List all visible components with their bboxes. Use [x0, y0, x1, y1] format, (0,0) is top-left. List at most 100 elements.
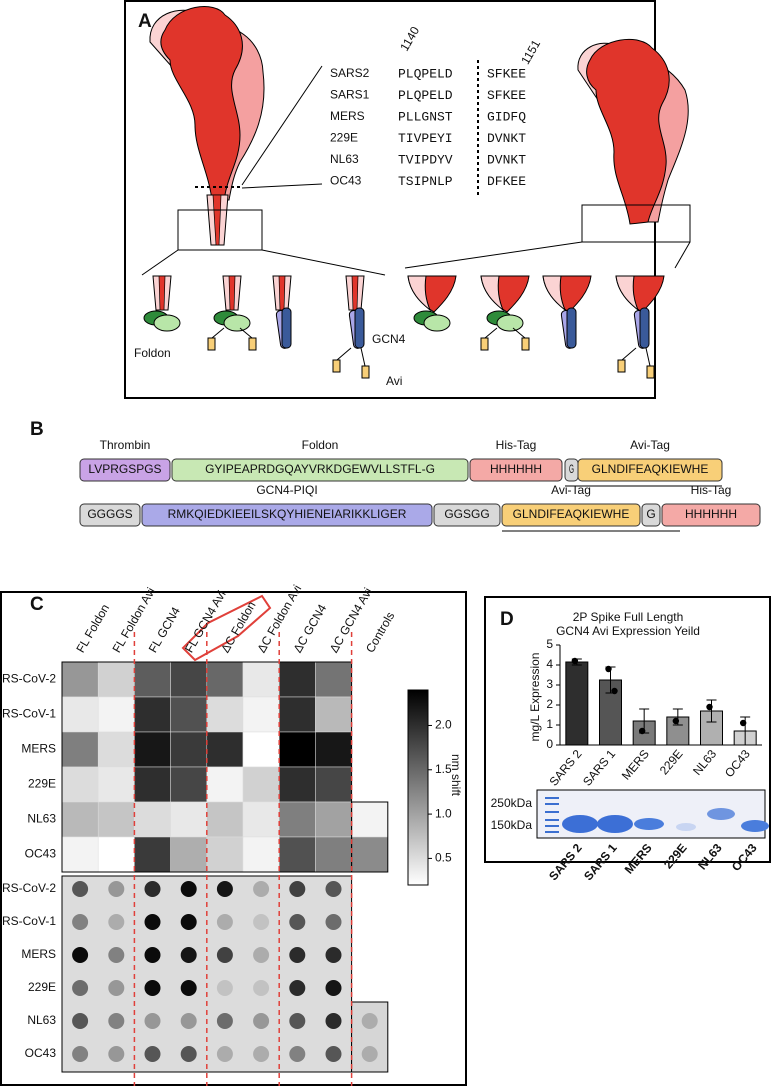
tag-label: His-Tag: [691, 483, 732, 497]
constructs: [143, 275, 665, 379]
tag-label: GCN4-PIQI: [256, 483, 317, 497]
zoom-line: [241, 183, 323, 189]
heatmap-cell: [206, 661, 244, 698]
blot-dot: [108, 947, 125, 963]
blot-dot: [72, 980, 89, 996]
blot-dot: [180, 1013, 197, 1029]
blot-dot: [325, 914, 342, 930]
heatmap-cell: [97, 696, 135, 733]
row-label: SARS-CoV-2: [0, 672, 56, 686]
sequence-text: GGGGS: [87, 507, 132, 521]
heatmap-cell: [61, 766, 99, 803]
x-tick-label: SARS 1: [580, 747, 618, 789]
blot-dot: [144, 1013, 161, 1029]
species-name: 229E: [330, 131, 358, 145]
error-bar: [706, 699, 717, 723]
colorbar-tick-label: 1.5: [435, 762, 452, 776]
sequence: DVNKT: [487, 131, 526, 146]
tag-label: His-Tag: [496, 438, 537, 452]
row-label: 229E: [28, 777, 56, 791]
row-label: SARS-CoV-2: [0, 881, 56, 895]
data-point: [739, 719, 747, 727]
x-tick-label: OC43: [722, 747, 753, 780]
blot-dot: [361, 1013, 378, 1029]
sequence: GIDFQ: [487, 109, 526, 124]
x-tick-label: NL63: [690, 747, 719, 778]
row-label: 229E: [28, 980, 56, 994]
blot-dot: [180, 914, 197, 930]
panel-label: B: [30, 419, 44, 440]
sequence: PLQPELD: [398, 66, 453, 81]
blot-dot: [325, 980, 342, 996]
row-label: SARS-CoV-1: [0, 914, 56, 928]
blot-dot: [108, 881, 125, 897]
blot-dot: [253, 980, 270, 996]
y-tick-label: 0: [546, 737, 553, 751]
sequence-segment: [141, 503, 433, 527]
heatmap-cell: [315, 731, 352, 768]
heatmap-cell: [61, 696, 99, 733]
lane-label: OC43: [729, 841, 760, 874]
blot-dot: [325, 881, 342, 897]
sequence: TVIPDYV: [398, 152, 453, 167]
blot-dot: [253, 947, 270, 963]
species-name: SARS2: [330, 66, 370, 80]
blot-dot: [361, 1046, 378, 1062]
blot-dot: [216, 881, 233, 897]
sequence-text: RMKQIEDKIEEILSKQYHIENEIARIKKLIGER: [168, 507, 407, 521]
panel-label: D: [500, 609, 514, 630]
spike-shape: [586, 38, 670, 225]
heatmap-cell: [97, 801, 135, 838]
species-name: NL63: [330, 152, 359, 166]
heatmap-cell: [278, 836, 316, 873]
lane-label: MERS: [622, 841, 655, 877]
species-name: SARS1: [330, 88, 370, 102]
heatmap-cell: [206, 696, 244, 733]
x-tick-label: SARS 2: [546, 747, 584, 789]
heatmap-cell: [134, 836, 171, 873]
construct-label: GCN4: [372, 332, 406, 346]
sequence-segment: [469, 458, 563, 482]
heatmap-cell: [278, 801, 316, 838]
heatmap-cell: [170, 836, 208, 873]
marker-label: 150kDa: [491, 818, 533, 832]
blot-dot: [325, 1013, 342, 1029]
lane-label: NL63: [695, 841, 725, 873]
heatmap-cell: [206, 731, 244, 768]
blot-dot: [289, 914, 306, 930]
sequence: DVNKT: [487, 152, 526, 167]
panel-a: A 1140 1151 Foldon GCN4 Avi: [124, 0, 691, 399]
row-label: MERS: [21, 742, 56, 756]
blot-dot: [180, 881, 197, 897]
blot-dot: [144, 914, 161, 930]
marker-label: 250kDa: [491, 796, 533, 810]
heatmap-cell: [134, 766, 171, 803]
y-tick-label: 3: [546, 677, 553, 691]
blot-dot: [144, 1046, 161, 1062]
heatmap-cell: [315, 661, 352, 698]
heatmap-cell: [97, 836, 135, 873]
data-point: [672, 717, 680, 725]
panel-frame: [0, 591, 467, 1086]
tag-label: Avi-Tag: [630, 438, 670, 452]
sequence-segment: [79, 458, 171, 482]
sequence-segment: [661, 503, 761, 527]
panel-label: A: [138, 11, 152, 32]
blot-dot: [72, 1013, 89, 1029]
data-point: [638, 727, 646, 735]
heatmap-cell: [97, 766, 135, 803]
blot-dot: [216, 1046, 233, 1062]
blot-dot: [72, 1046, 89, 1062]
sequence: TIVPEYI: [398, 131, 453, 146]
blot-dot: [289, 980, 306, 996]
blot-dot: [72, 881, 89, 897]
zoom-box: [177, 209, 263, 251]
blot-dot: [144, 947, 161, 963]
blot-dot: [325, 947, 342, 963]
heatmap-cell: [170, 661, 208, 698]
blot-dot: [108, 980, 125, 996]
chart-subtitle: GCN4 Avi Expression Yeild: [556, 624, 700, 638]
heatmap-cell: [134, 661, 171, 698]
spike-stalk: [212, 194, 222, 246]
